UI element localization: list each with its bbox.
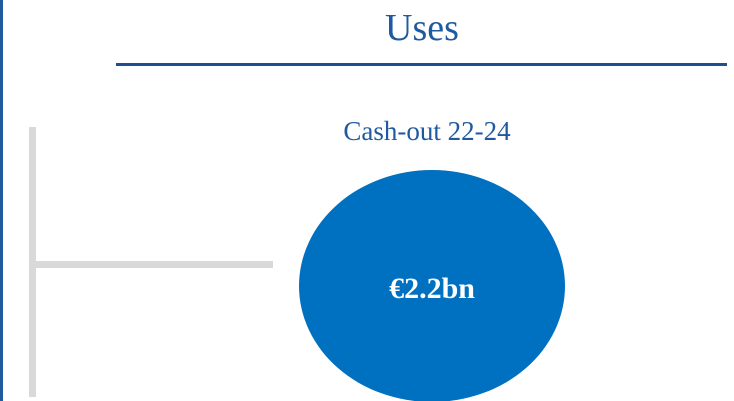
title: Uses — [385, 7, 459, 49]
amount-circle — [299, 170, 565, 401]
title-underline — [116, 63, 727, 66]
subtitle: Cash-out 22-24 — [343, 116, 511, 146]
bracket-horizontal — [29, 261, 273, 268]
left-edge-bar — [0, 0, 3, 401]
amount: €2.2bn — [389, 272, 475, 305]
